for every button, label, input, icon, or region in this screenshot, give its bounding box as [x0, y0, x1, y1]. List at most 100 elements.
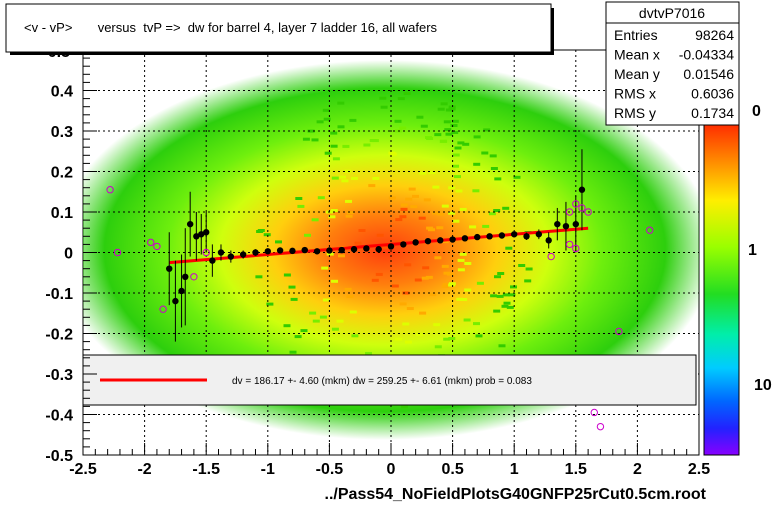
density-cell: [317, 196, 325, 200]
density-cell: [441, 284, 449, 288]
open-point: [584, 208, 592, 216]
x-tick-label: 2: [633, 461, 642, 478]
density-cell: [503, 301, 511, 305]
y-tick-label: -0.5: [45, 448, 73, 465]
profile-point: [545, 237, 552, 244]
stats-value: -0.04334: [679, 47, 734, 63]
open-point: [572, 244, 580, 253]
density-cell: [338, 254, 345, 258]
x-tick-label: 1: [510, 461, 519, 478]
density-cell: [434, 256, 442, 260]
x-tick-label: 0: [387, 461, 396, 478]
x-axis-label: ../Pass54_NoFieldPlotsG40GNFP25rCut0.5cm…: [325, 486, 707, 503]
density-cell: [457, 258, 465, 262]
density-cell: [297, 204, 305, 208]
profile-point: [523, 233, 530, 240]
profile-point: [178, 287, 185, 295]
density-cell: [518, 264, 526, 267]
density-cell: [443, 120, 451, 124]
density-cell: [404, 263, 412, 267]
profile-point: [338, 246, 345, 254]
density-cell: [394, 119, 402, 123]
density-cell: [441, 240, 449, 244]
profile-points: [166, 149, 586, 342]
density-cell: [255, 275, 263, 279]
profile-point: [554, 220, 561, 228]
density-cell: [304, 233, 311, 237]
profile-point: [209, 257, 216, 264]
y-tick-label: 0.3: [51, 124, 73, 141]
density-cell: [426, 226, 434, 230]
open-point: [646, 226, 654, 234]
density-cell: [452, 164, 459, 168]
profile-point: [424, 237, 432, 245]
y-tick-label: -0.2: [45, 327, 73, 344]
profile-point: [350, 246, 358, 253]
y-tick-label: -0.1: [45, 286, 73, 303]
density-cell: [459, 207, 467, 211]
density-cell: [494, 275, 501, 279]
density-cell: [418, 216, 426, 220]
density-cell: [482, 224, 490, 228]
density-cell: [525, 267, 533, 271]
stats-label: RMS y: [614, 105, 656, 121]
density-cell: [263, 233, 271, 237]
profile-point: [535, 231, 543, 238]
density-cell: [420, 124, 428, 128]
density-cell: [434, 345, 442, 349]
profile-point: [289, 247, 296, 255]
profile-point: [578, 186, 586, 193]
density-cell: [433, 323, 441, 327]
density-cell: [349, 310, 357, 314]
stats-value: 98264: [695, 27, 734, 43]
density-cell: [451, 131, 459, 134]
density-cell: [443, 337, 451, 341]
density-cell: [445, 132, 453, 136]
density-cell: [346, 295, 354, 299]
profile-point: [313, 248, 321, 255]
open-point: [113, 248, 122, 257]
density-cell: [481, 151, 489, 155]
x-tick-label: 0.5: [441, 461, 463, 478]
density-cell: [455, 189, 463, 193]
density-cell: [406, 307, 414, 310]
density-cell: [456, 297, 464, 301]
density-cell: [513, 175, 521, 179]
density-cell: [345, 199, 352, 203]
open-point: [547, 252, 555, 261]
density-cell: [502, 206, 510, 210]
density-cell: [432, 211, 439, 215]
density-cell: [463, 318, 471, 322]
profile-point: [363, 245, 370, 252]
density-cell: [419, 171, 427, 175]
profile-point: [387, 243, 395, 250]
density-cell: [425, 136, 432, 139]
density-cell: [351, 334, 359, 338]
density-cell: [414, 278, 422, 282]
density-cell: [349, 118, 357, 122]
density-cell: [452, 219, 460, 223]
density-cell: [381, 246, 389, 250]
density-cell: [437, 212, 445, 216]
profile-point: [252, 249, 259, 256]
density-cell: [331, 279, 338, 283]
density-cell: [344, 169, 352, 173]
density-cell: [369, 139, 377, 142]
density-cell: [494, 177, 502, 181]
density-cell: [332, 157, 340, 161]
stats-label: Entries: [614, 27, 658, 43]
density-cell: [330, 131, 338, 135]
stats-value: 0.6036: [691, 86, 734, 102]
density-cell: [501, 304, 509, 308]
density-cell: [346, 211, 354, 215]
density-cell: [505, 246, 513, 250]
density-cell: [448, 283, 456, 287]
density-cell: [283, 324, 291, 328]
profile-point: [461, 235, 469, 242]
density-cell: [440, 102, 448, 106]
density-cell: [371, 278, 379, 282]
x-tick-label: -0.5: [316, 461, 344, 478]
density-cell: [450, 124, 458, 127]
density-cell: [412, 194, 419, 198]
profile-point: [186, 220, 194, 228]
